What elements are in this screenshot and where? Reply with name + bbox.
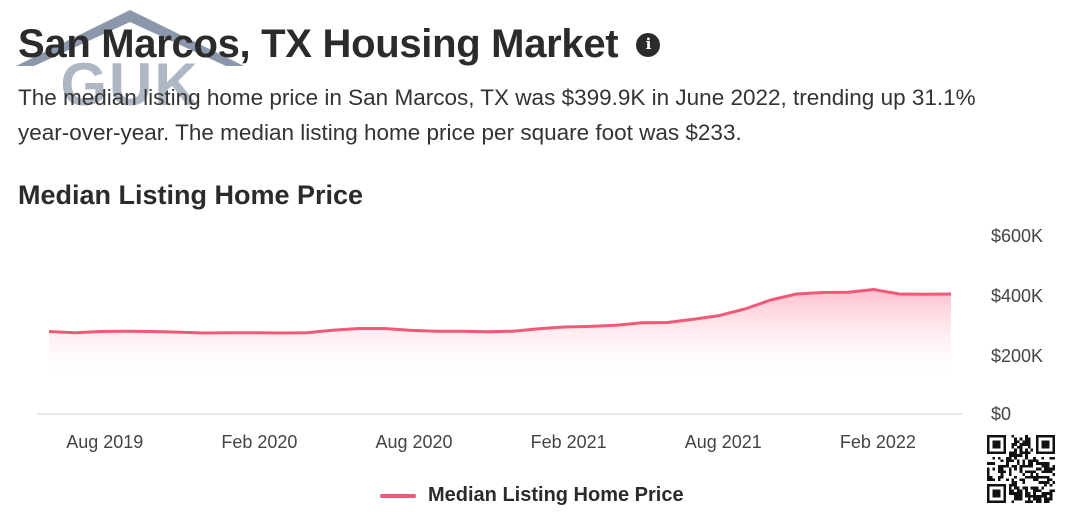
watermark-logo-text: GUK <box>60 51 199 108</box>
y-tick-label: $600K <box>991 226 1043 246</box>
x-tick-label: Aug 2021 <box>685 432 762 452</box>
median-price-chart: $0 $200K $400K $600K Aug 2019 Feb 2020 Aug 202… <box>37 226 1043 452</box>
x-tick-label: Aug 2020 <box>375 432 452 452</box>
qr-code-icon <box>987 435 1055 503</box>
chart-legend: Median Listing Home Price <box>380 484 684 507</box>
page-title: San Marcos, TX Housing Market i <box>18 22 661 67</box>
x-tick-label: Feb 2020 <box>221 432 297 452</box>
x-tick-label: Aug 2019 <box>66 432 143 452</box>
y-tick-label: $0 <box>991 404 1011 424</box>
page-title-text: San Marcos, TX Housing Market <box>18 22 619 66</box>
series-line <box>48 288 952 335</box>
market-description: The median listing home price in San Mar… <box>18 85 976 145</box>
x-tick-label: Feb 2022 <box>840 432 916 452</box>
legend-swatch <box>380 493 416 498</box>
section-title: Median Listing Home Price <box>18 180 364 210</box>
house-roof-icon <box>16 10 244 66</box>
legend-label: Median Listing Home Price <box>428 484 684 506</box>
info-icon[interactable]: i <box>636 32 661 57</box>
x-tick-label: Feb 2021 <box>531 432 607 452</box>
y-tick-label: $400K <box>991 286 1043 306</box>
y-tick-label: $200K <box>991 346 1043 366</box>
watermark-logo: GUK <box>16 10 244 108</box>
series-area <box>49 289 951 384</box>
